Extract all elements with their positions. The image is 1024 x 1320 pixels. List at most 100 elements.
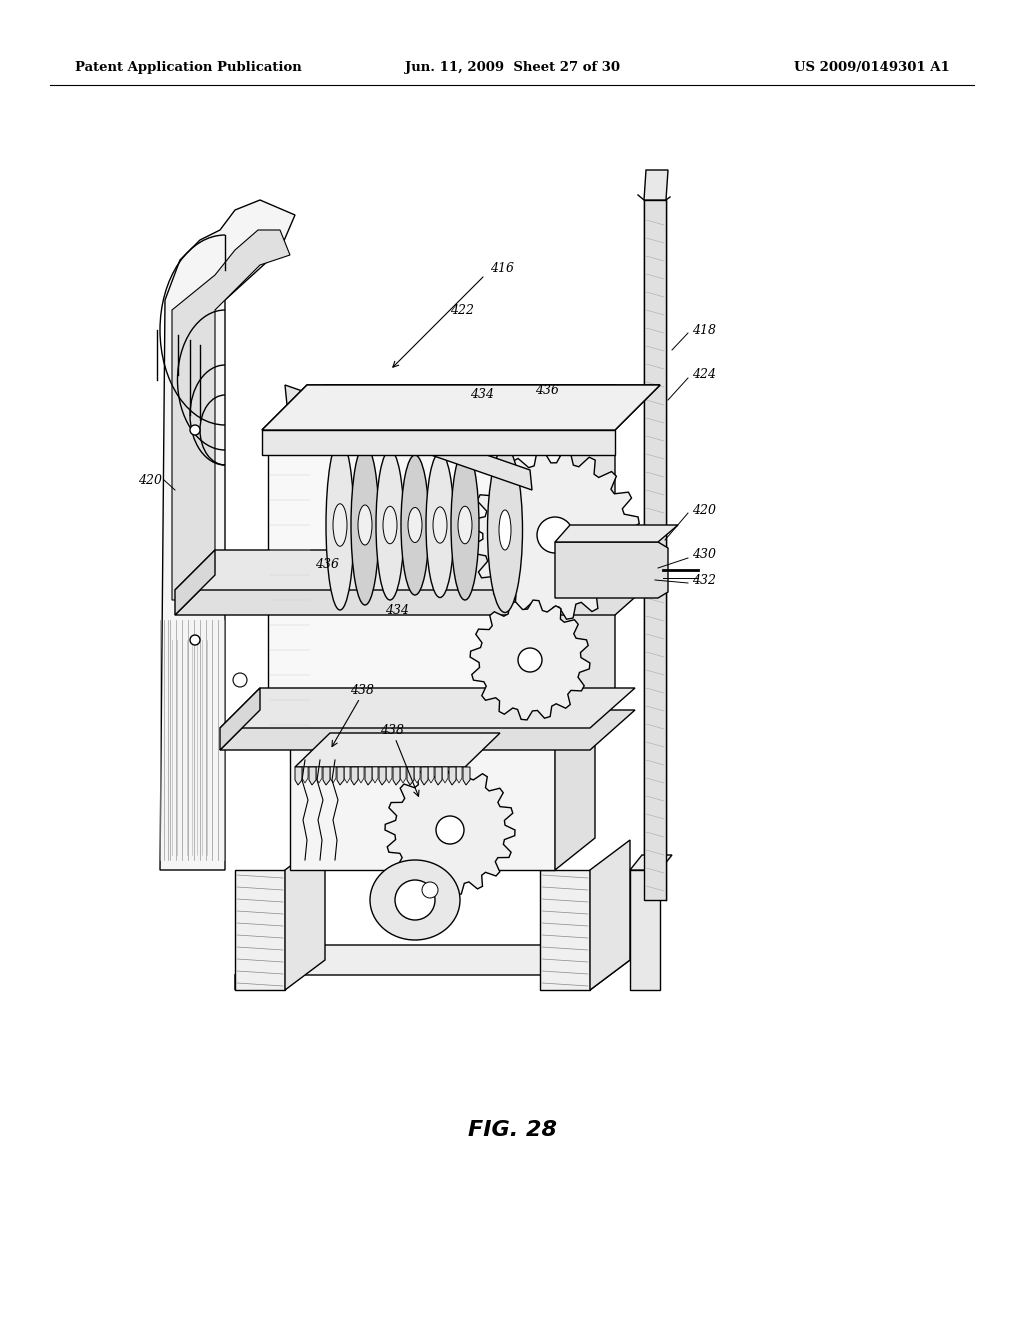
Circle shape <box>518 648 542 672</box>
Circle shape <box>537 517 573 553</box>
Polygon shape <box>262 385 660 430</box>
Polygon shape <box>330 767 336 783</box>
Polygon shape <box>644 170 668 201</box>
Polygon shape <box>414 767 420 783</box>
Text: US 2009/0149301 A1: US 2009/0149301 A1 <box>795 62 950 74</box>
Text: 416: 416 <box>490 261 514 275</box>
Polygon shape <box>262 385 660 430</box>
Text: 436: 436 <box>315 558 339 572</box>
Polygon shape <box>644 201 666 900</box>
Text: 438: 438 <box>350 684 374 697</box>
Polygon shape <box>555 525 678 543</box>
Polygon shape <box>358 767 364 783</box>
Ellipse shape <box>433 507 447 543</box>
Text: 438: 438 <box>380 723 404 737</box>
Polygon shape <box>555 708 595 870</box>
Text: 436: 436 <box>535 384 559 396</box>
Ellipse shape <box>351 445 379 605</box>
Polygon shape <box>435 767 442 785</box>
Ellipse shape <box>499 510 511 550</box>
Polygon shape <box>220 710 635 750</box>
Polygon shape <box>337 767 344 785</box>
Polygon shape <box>285 385 532 490</box>
Polygon shape <box>385 766 515 895</box>
Circle shape <box>190 425 200 436</box>
Polygon shape <box>449 767 456 785</box>
Polygon shape <box>309 767 316 785</box>
Polygon shape <box>428 767 434 783</box>
Text: 434: 434 <box>470 388 494 401</box>
Ellipse shape <box>358 506 372 545</box>
Polygon shape <box>470 450 640 619</box>
Polygon shape <box>463 767 470 785</box>
Polygon shape <box>295 733 500 767</box>
Polygon shape <box>456 767 462 783</box>
Circle shape <box>190 635 200 645</box>
Polygon shape <box>630 870 660 990</box>
Polygon shape <box>470 601 590 719</box>
Text: Patent Application Publication: Patent Application Publication <box>75 62 302 74</box>
Polygon shape <box>234 945 630 975</box>
Polygon shape <box>262 430 615 455</box>
Ellipse shape <box>376 450 404 601</box>
Polygon shape <box>290 741 555 870</box>
Polygon shape <box>290 708 595 741</box>
Polygon shape <box>590 945 630 990</box>
Polygon shape <box>372 767 378 783</box>
Text: 420: 420 <box>692 503 716 516</box>
Ellipse shape <box>333 504 347 546</box>
Polygon shape <box>234 945 275 990</box>
Polygon shape <box>302 767 308 783</box>
Polygon shape <box>234 870 285 990</box>
Polygon shape <box>400 767 406 783</box>
Text: 430: 430 <box>692 549 716 561</box>
Polygon shape <box>220 688 635 729</box>
Circle shape <box>395 880 435 920</box>
Ellipse shape <box>326 440 354 610</box>
Polygon shape <box>560 385 615 741</box>
Ellipse shape <box>401 455 429 595</box>
Text: 424: 424 <box>692 368 716 381</box>
Polygon shape <box>268 430 560 741</box>
Polygon shape <box>175 576 660 615</box>
Polygon shape <box>220 688 260 750</box>
Polygon shape <box>590 840 630 990</box>
Polygon shape <box>421 767 428 785</box>
Polygon shape <box>268 385 615 430</box>
Ellipse shape <box>487 447 522 612</box>
Polygon shape <box>386 767 392 783</box>
Ellipse shape <box>451 450 479 601</box>
Text: Jun. 11, 2009  Sheet 27 of 30: Jun. 11, 2009 Sheet 27 of 30 <box>404 62 620 74</box>
Polygon shape <box>316 767 322 783</box>
Polygon shape <box>172 230 290 601</box>
Ellipse shape <box>408 507 422 543</box>
Text: 422: 422 <box>450 304 474 317</box>
Circle shape <box>233 673 247 686</box>
Text: 434: 434 <box>385 603 409 616</box>
Text: 420: 420 <box>138 474 162 487</box>
Circle shape <box>422 882 438 898</box>
Polygon shape <box>175 550 660 590</box>
Polygon shape <box>630 855 672 870</box>
Polygon shape <box>323 767 330 785</box>
Polygon shape <box>351 767 358 785</box>
Polygon shape <box>540 870 590 990</box>
Polygon shape <box>365 767 372 785</box>
Polygon shape <box>175 550 215 615</box>
Polygon shape <box>555 543 668 598</box>
Polygon shape <box>285 840 325 990</box>
Polygon shape <box>379 767 386 785</box>
Text: 432: 432 <box>692 573 716 586</box>
Polygon shape <box>160 201 295 870</box>
Ellipse shape <box>370 861 460 940</box>
Polygon shape <box>295 767 302 785</box>
Polygon shape <box>407 767 414 785</box>
Polygon shape <box>442 767 449 783</box>
Ellipse shape <box>458 507 472 544</box>
Polygon shape <box>393 767 400 785</box>
Ellipse shape <box>426 453 454 598</box>
Text: FIG. 28: FIG. 28 <box>468 1119 556 1140</box>
Circle shape <box>436 816 464 843</box>
Polygon shape <box>344 767 350 783</box>
Text: 418: 418 <box>692 323 716 337</box>
